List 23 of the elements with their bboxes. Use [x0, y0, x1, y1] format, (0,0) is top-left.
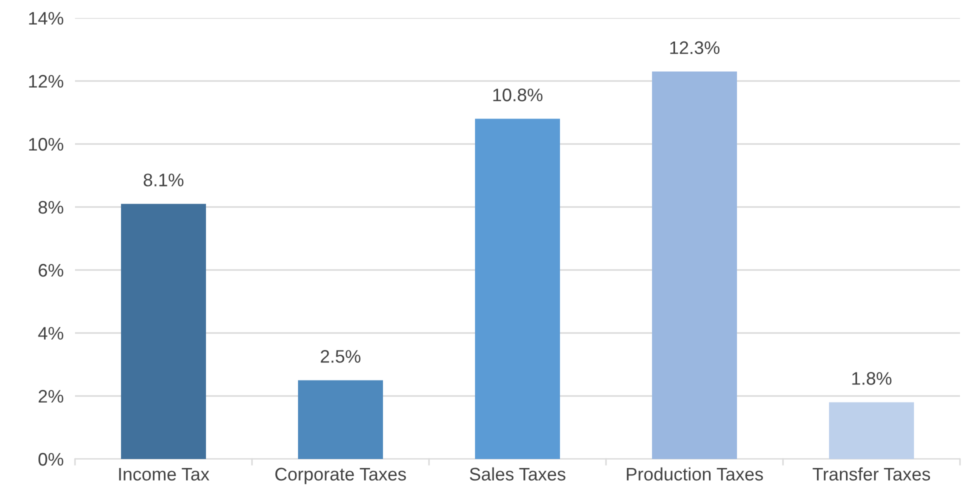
y-tick-label: 0%	[38, 452, 64, 466]
y-tick-label: 10%	[29, 138, 64, 151]
x-tick-label: Transfer Taxes	[812, 467, 930, 481]
data-label: 2.5%	[320, 350, 360, 363]
x-tick-label: Corporate Taxes	[275, 468, 406, 484]
data-label: 10.8%	[493, 88, 542, 102]
x-tick-label: Sales Taxes	[470, 467, 566, 481]
y-tick-label: 12%	[29, 74, 64, 88]
data-label: 8.1%	[144, 174, 184, 186]
x-tick-label: Production Taxes	[626, 467, 763, 481]
data-label: 1.8%	[852, 372, 892, 385]
y-tick-label: 2%	[38, 390, 64, 403]
bar	[475, 118, 560, 459]
bar	[298, 380, 383, 459]
y-tick-label: 14%	[29, 12, 64, 25]
x-tick-label: Income Tax	[119, 468, 210, 481]
bar	[652, 72, 737, 459]
y-tick-label: 8%	[38, 200, 64, 214]
y-tick-label: 6%	[38, 264, 64, 277]
bar	[829, 402, 914, 459]
data-label: 12.3%	[670, 41, 720, 54]
y-tick-label: 4%	[38, 327, 64, 340]
bar	[121, 204, 206, 459]
